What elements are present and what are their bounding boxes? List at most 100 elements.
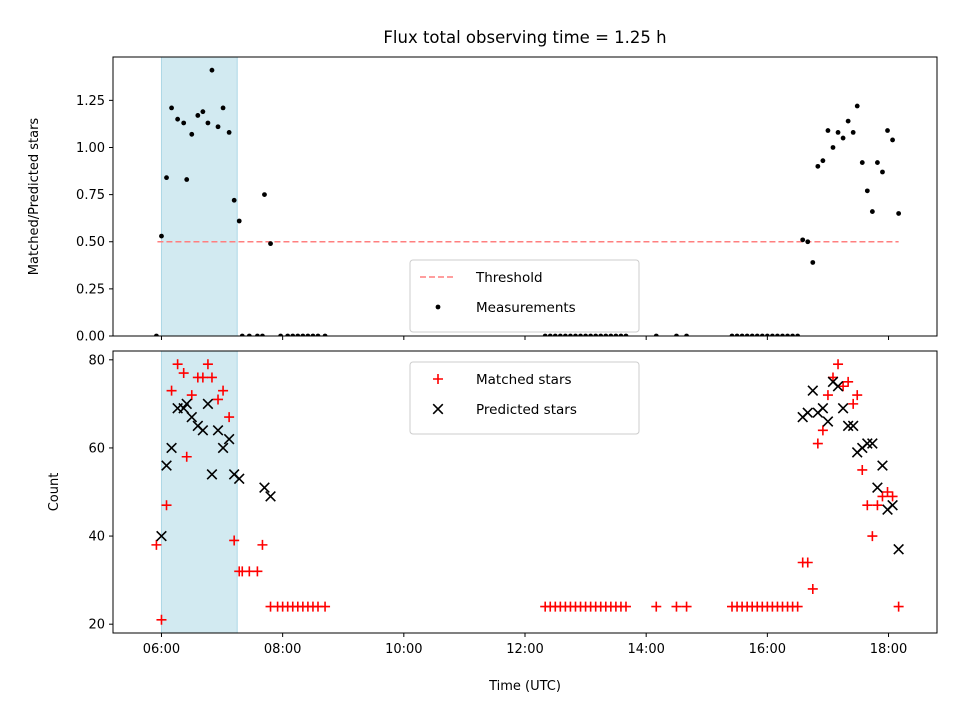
- matched-stars-point: [843, 376, 854, 387]
- x-axis-label: Time (UTC): [488, 679, 561, 694]
- measurement-point: [815, 163, 821, 169]
- measurement-point: [184, 177, 190, 182]
- series-measurements: [154, 67, 902, 336]
- measurement-point: [175, 116, 181, 122]
- measurement-point: [154, 333, 159, 336]
- x-tick-label: 16:00: [749, 642, 786, 657]
- matched-stars-point: [181, 451, 192, 462]
- measurement-point: [810, 260, 816, 265]
- measurement-point: [653, 333, 659, 336]
- predicted-stars-point: [206, 469, 218, 480]
- predicted-stars-point: [847, 420, 859, 432]
- measurement-point: [246, 333, 252, 336]
- measurement-point: [200, 109, 206, 115]
- predicted-stars-point: [186, 411, 198, 423]
- legend-box: [409, 361, 640, 435]
- legend-label: Threshold: [475, 270, 543, 286]
- predicted-stars-point: [156, 530, 167, 542]
- matched-stars-point: [893, 601, 904, 612]
- matched-stars-point: [151, 539, 162, 550]
- measurement-point: [231, 197, 237, 203]
- plot-area: [151, 351, 904, 633]
- legend-label: Measurements: [476, 300, 576, 316]
- matched-stars-point: [252, 566, 263, 577]
- measurement-point: [593, 333, 599, 336]
- matched-stars-point: [807, 583, 818, 594]
- measurement-point: [850, 130, 856, 135]
- predicted-stars-point: [872, 482, 883, 493]
- y-axis-label: Matched/Predicted stars: [27, 118, 42, 276]
- predicted-stars-point: [861, 438, 873, 449]
- predicted-stars-point: [212, 424, 224, 436]
- legend: Matched stars Predicted stars: [409, 361, 640, 435]
- measurement-point: [568, 333, 573, 336]
- measurement-point: [780, 333, 785, 336]
- measurement-point: [278, 333, 284, 336]
- matched-stars-point: [681, 601, 692, 612]
- measurement-point: [578, 333, 583, 336]
- predicted-stars-point: [807, 385, 819, 397]
- measurement-point: [684, 333, 689, 336]
- predicted-stars-point: [233, 473, 245, 485]
- predicted-stars-point: [223, 433, 235, 445]
- predicted-stars-point: [802, 407, 814, 419]
- matched-stars-point: [172, 359, 183, 370]
- measurement-point: [759, 333, 765, 336]
- series-matched-stars: [151, 359, 904, 625]
- observing-window-shade: [160, 351, 238, 633]
- measurement-point: [770, 333, 775, 336]
- predicted-stars-point: [877, 460, 888, 471]
- measurement-point: [825, 128, 831, 133]
- x-tick-label: 12:00: [506, 642, 543, 657]
- measurement-point: [775, 333, 780, 336]
- measurement-point: [859, 160, 865, 165]
- measurement-point: [598, 333, 604, 336]
- measurement-point: [262, 192, 267, 198]
- chart-title: Flux total observing time = 1.25 h: [383, 28, 666, 47]
- predicted-stars-point: [265, 491, 276, 502]
- measurement-point: [195, 113, 201, 118]
- measurement-point: [562, 333, 568, 336]
- y-tick-label: 0.00: [76, 330, 105, 345]
- matched-stars-point: [887, 491, 898, 502]
- measurement-point: [310, 333, 316, 336]
- measurement-point: [239, 333, 245, 336]
- matched-stars-point: [857, 464, 868, 475]
- matched-stars-point: [833, 359, 844, 370]
- y-axis-label: Count: [47, 473, 62, 512]
- measurement-point: [164, 175, 169, 181]
- measurement-point: [739, 333, 745, 336]
- measurement-point: [608, 333, 614, 336]
- matched-stars-point: [186, 390, 197, 401]
- measurement-point: [734, 333, 740, 336]
- plot-area: [154, 57, 902, 336]
- measurement-point: [205, 120, 211, 126]
- predicted-stars-point: [842, 420, 854, 432]
- matched-stars-point: [802, 557, 813, 568]
- matched-stars-point: [867, 531, 878, 542]
- measurement-point: [268, 241, 273, 247]
- matched-stars-point: [838, 381, 849, 392]
- measurement-point: [588, 333, 594, 336]
- measurement-point: [322, 333, 328, 336]
- matched-stars-point: [197, 372, 208, 383]
- measurement-point: [840, 135, 846, 141]
- y-tick-label: 0.25: [76, 282, 105, 297]
- matched-stars-point: [872, 500, 883, 511]
- matched-stars-point: [156, 614, 167, 625]
- matched-stars-point: [433, 374, 443, 384]
- matched-stars-point: [812, 438, 823, 449]
- measurement-point: [890, 137, 895, 143]
- measurement-point: [557, 333, 563, 336]
- measurement-point: [159, 233, 164, 239]
- matched-stars-point: [862, 500, 873, 511]
- measurement-point: [290, 333, 296, 336]
- measurement-point: [754, 333, 760, 336]
- measurement-point: [236, 218, 242, 224]
- measurement-point: [542, 333, 548, 336]
- predicted-stars-point: [181, 398, 193, 410]
- measurement-point: [220, 105, 226, 111]
- measurement-point: [209, 67, 215, 73]
- predicted-stars-point: [887, 499, 898, 511]
